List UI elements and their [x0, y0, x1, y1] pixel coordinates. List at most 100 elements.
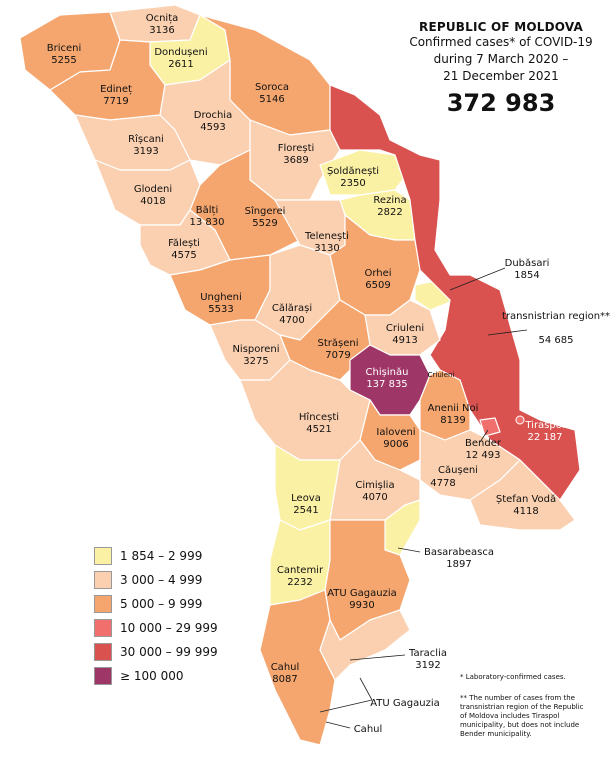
- label-riscani-name: Rîșcani: [128, 133, 164, 145]
- legend-swatch-5: [94, 643, 112, 661]
- label-tiraspol-value: 22 187: [528, 432, 563, 443]
- label-criuleni-name: Criuleni: [386, 323, 424, 334]
- label-stefan-voda-name: Ștefan Vodă: [496, 494, 556, 505]
- legend-item-3: 5 000 – 9 999: [94, 592, 218, 616]
- label-straseni-name: Strășeni: [318, 338, 359, 349]
- legend-item-1: 1 854 – 2 999: [94, 544, 218, 568]
- map-title-block: REPUBLIC OF MOLDOVA Confirmed cases* of …: [396, 20, 606, 117]
- label-ungheni-value: 5533: [208, 304, 233, 315]
- label-dubasari-name: Dubăsari: [505, 258, 550, 269]
- label-taraclia-name: Taraclia: [408, 648, 447, 659]
- region-stefan-voda[interactable]: [469, 459, 576, 531]
- label-anenii-noi-value: 8139: [440, 415, 465, 426]
- legend-swatch-1: [94, 547, 112, 565]
- label-floresti-name: Florești: [278, 143, 315, 154]
- label-causeni-value: 4778: [430, 478, 455, 489]
- footnote-transnistria-line5: Bender municipality.: [460, 730, 532, 738]
- leader-bender: [479, 429, 489, 443]
- map-total-cases: 372 983: [446, 89, 556, 117]
- label-balti-name: Bălți: [196, 205, 218, 216]
- label-tiraspol-name: Tiraspol: [524, 420, 564, 431]
- tiraspol-marker: [515, 415, 525, 425]
- region-cahul[interactable]: [259, 589, 336, 746]
- footnote-transnistria-line3: of Moldova includes Tiraspol: [460, 712, 560, 720]
- label-cahul-name: Cahul: [271, 662, 300, 673]
- label-causeni-name: Căușeni: [438, 465, 478, 476]
- label-calarasi-name: Călărași: [272, 303, 312, 314]
- label-telenesti-name: Telenești: [304, 231, 349, 242]
- legend-label-2: 3 000 – 4 999: [120, 573, 203, 587]
- label-dubasari-value: 1854: [514, 270, 539, 281]
- legend-swatch-4: [94, 619, 112, 637]
- legend-label-6: ≥ 100 000: [120, 669, 184, 683]
- label-transnistria-name: transnistrian region**: [502, 311, 610, 322]
- label-falesti-name: Fălești: [168, 238, 200, 249]
- label-nisporeni-name: Nisporeni: [232, 344, 279, 355]
- label-criuleni-small: Criuleni: [428, 371, 455, 379]
- label-hincesti-value: 4521: [306, 424, 331, 435]
- label-nisporeni-value: 3275: [243, 356, 268, 367]
- label-singerei-value: 5529: [252, 218, 277, 229]
- label-ialoveni-value: 9006: [383, 439, 408, 450]
- label-chisinau-value: 137 835: [366, 379, 407, 390]
- footnote-transnistria: ** The number of cases from the transnis…: [460, 694, 610, 739]
- leader-cahul: [325, 721, 351, 729]
- label-basarabeasca-name: Basarabeasca: [424, 547, 494, 558]
- legend-label-5: 30 000 – 99 999: [120, 645, 218, 659]
- region-soldanesti[interactable]: [319, 149, 411, 196]
- label-donduseni-value: 2611: [168, 59, 193, 70]
- leader-gagauzia-a: [359, 677, 373, 701]
- label-orhei-value: 6509: [365, 280, 390, 291]
- label-balti-value: 13 830: [190, 217, 225, 228]
- label-riscani-value: 3193: [133, 146, 158, 157]
- leader-taraclia: [349, 654, 406, 661]
- label-basarabeasca-value: 1897: [446, 559, 471, 570]
- label-cimislia-value: 4070: [362, 492, 387, 503]
- label-cahul-value: 8087: [272, 674, 297, 685]
- label-taraclia-value: 3192: [415, 660, 440, 671]
- leader-basarabeasca: [397, 547, 421, 553]
- label-gagauzia-value: 9930: [349, 600, 374, 611]
- legend-item-6: ≥ 100 000: [94, 664, 218, 688]
- region-bender[interactable]: [479, 417, 501, 437]
- legend-swatch-2: [94, 571, 112, 589]
- region-taraclia[interactable]: [319, 609, 411, 681]
- legend-label-3: 5 000 – 9 999: [120, 597, 203, 611]
- label-calarasi-value: 4700: [279, 315, 304, 326]
- legend-item-2: 3 000 – 4 999: [94, 568, 218, 592]
- label-gagauzia-small: ATU Gagauzia: [370, 698, 440, 709]
- footnote-transnistria-line1: ** The number of cases from the: [460, 694, 575, 702]
- label-cantemir-name: Cantemir: [277, 565, 324, 576]
- label-ialoveni-name: Ialoveni: [376, 427, 415, 438]
- label-falesti-value: 4575: [171, 250, 196, 261]
- label-stefan-voda-value: 4118: [513, 506, 538, 517]
- map-subtitle-line1: Confirmed cases* of COVID-19: [409, 35, 593, 49]
- label-gagauzia-name: ATU Gagauzia: [327, 588, 397, 599]
- label-bender-value: 12 493: [466, 450, 501, 461]
- label-soroca-value: 5146: [259, 94, 284, 105]
- label-glodeni-name: Glodeni: [134, 184, 172, 195]
- map-country-title: REPUBLIC OF MOLDOVA: [419, 20, 583, 34]
- legend-label-4: 10 000 – 29 999: [120, 621, 218, 635]
- legend-item-4: 10 000 – 29 999: [94, 616, 218, 640]
- legend-label-1: 1 854 – 2 999: [120, 549, 203, 563]
- legend-swatch-6: [94, 667, 112, 685]
- footnote-transnistria-line4: municipality, but does not include: [460, 721, 580, 729]
- label-ocnita-name: Ocnița: [146, 13, 179, 24]
- label-cimislia-name: Cimișlia: [355, 480, 394, 491]
- label-telenesti-value: 3130: [314, 243, 339, 254]
- label-drochia-name: Drochia: [194, 110, 232, 121]
- label-chisinau-name: Chișinău: [366, 367, 409, 378]
- label-leova-name: Leova: [291, 493, 321, 504]
- label-singerei-name: Sîngerei: [245, 205, 286, 217]
- label-hincesti-name: Hîncești: [299, 411, 339, 423]
- label-ocnita-value: 3136: [149, 25, 174, 36]
- label-briceni-value: 5255: [51, 55, 76, 66]
- legend-swatch-3: [94, 595, 112, 613]
- label-rezina-value: 2822: [377, 207, 402, 218]
- map-subtitle-line2: during 7 March 2020 –: [433, 52, 569, 66]
- footnote-lab-confirmed: * Laboratory-confirmed cases.: [460, 673, 566, 681]
- label-donduseni-name: Dondușeni: [154, 47, 207, 58]
- label-straseni-value: 7079: [325, 350, 350, 361]
